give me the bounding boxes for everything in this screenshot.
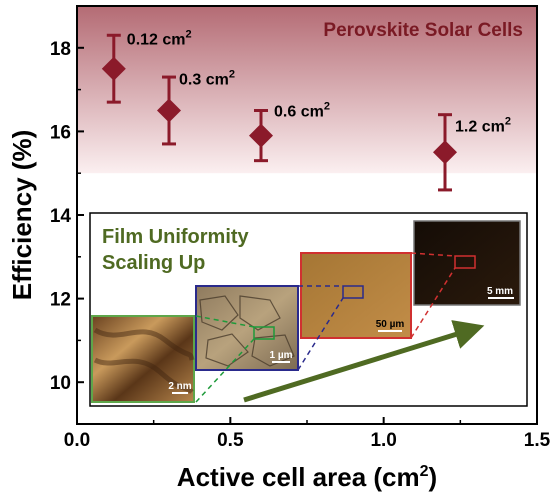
micrograph-3-image [300,252,412,339]
x-tick-label: 1.5 [524,430,551,451]
banner-title: Perovskite Solar Cells [323,20,523,41]
high-efficiency-band [77,6,537,174]
x-axis-title: Active cell area (cm2) [177,462,437,492]
zoom-connectors [195,252,456,403]
zoom-box-2 [342,285,364,299]
y-axis-ticks: 10 12 14 16 18 [50,5,84,425]
x-tick-label: 1.0 [370,430,396,451]
y-tick-label: 14 [50,206,72,227]
data-point-marker [433,140,457,165]
data-point-marker [249,123,273,148]
x-tick-label: 0.0 [64,430,90,451]
inset-title-line2: Scaling Up [102,252,205,274]
scaling-up-arrow [243,320,485,403]
y-tick-label: 12 [50,290,71,311]
scalebar-1-label: 2 nm [168,381,191,392]
x-axis-ticks: 0.0 0.5 1.0 1.5 [64,417,551,451]
zoom-box-1 [253,326,275,340]
scalebar-2-label: 1 µm [270,350,293,361]
y-tick-label: 18 [50,39,71,60]
micrograph-1-image [91,315,195,403]
micrograph-2-image [195,285,299,371]
scalebar-3-label: 50 µm [376,319,405,330]
micrograph-4-image [413,220,521,306]
film-uniformity-inset: Film Uniformity Scaling Up 2 nm 1 µm 50 … [89,212,528,407]
point-label: 1.2 cm2 [455,115,511,135]
x-tick-label: 0.5 [217,430,244,451]
zoom-box-3 [454,255,476,269]
inset-title-line1: Film Uniformity [102,226,250,248]
point-label: 0.3 cm2 [179,69,235,89]
data-point-marker [157,98,181,123]
point-label: 0.12 cm2 [127,29,192,49]
point-label: 0.6 cm2 [274,101,330,121]
y-tick-label: 16 [50,122,71,143]
y-axis-title: Efficiency (%) [7,130,37,301]
micrograph-1-texture [93,327,195,394]
micrograph-2-grains [199,295,295,367]
scalebar-4-label: 5 mm [487,286,513,297]
data-points: 0.12 cm2 0.3 cm2 0.6 cm2 1.2 cm2 [101,29,511,192]
y-tick-label: 10 [50,373,71,394]
data-point-marker [101,56,126,81]
